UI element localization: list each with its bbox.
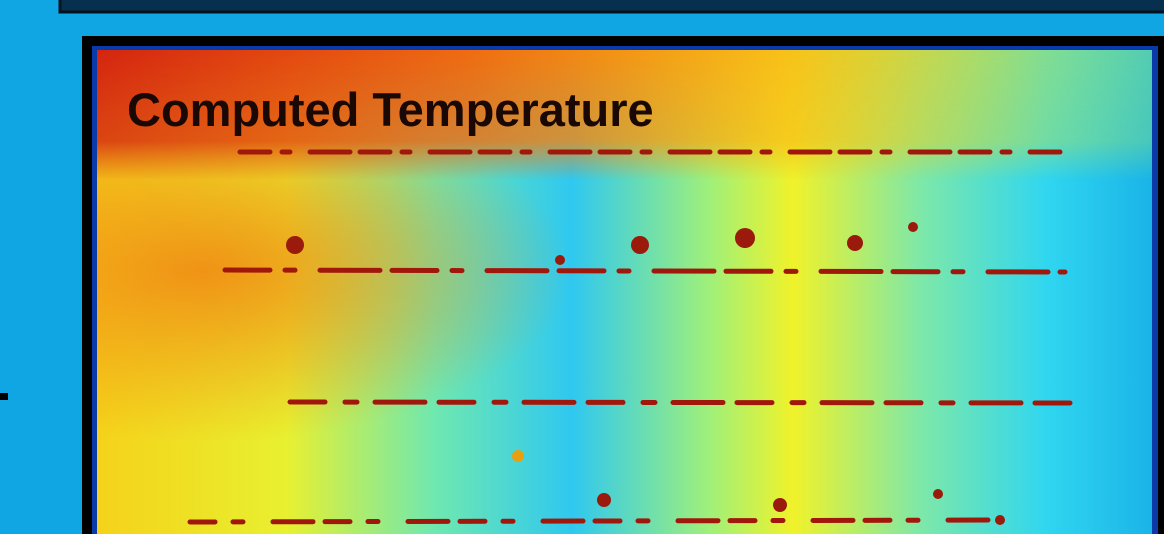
scene: Computed Temperature — [0, 0, 1164, 534]
image-title: Computed Temperature — [127, 83, 654, 136]
screen: Computed Temperature (() => { const data… — [0, 0, 1164, 534]
page: {"image": {"title": "Computed Temperatur… — [0, 0, 1164, 534]
marker — [0, 393, 8, 400]
top-bar — [60, 0, 1164, 12]
